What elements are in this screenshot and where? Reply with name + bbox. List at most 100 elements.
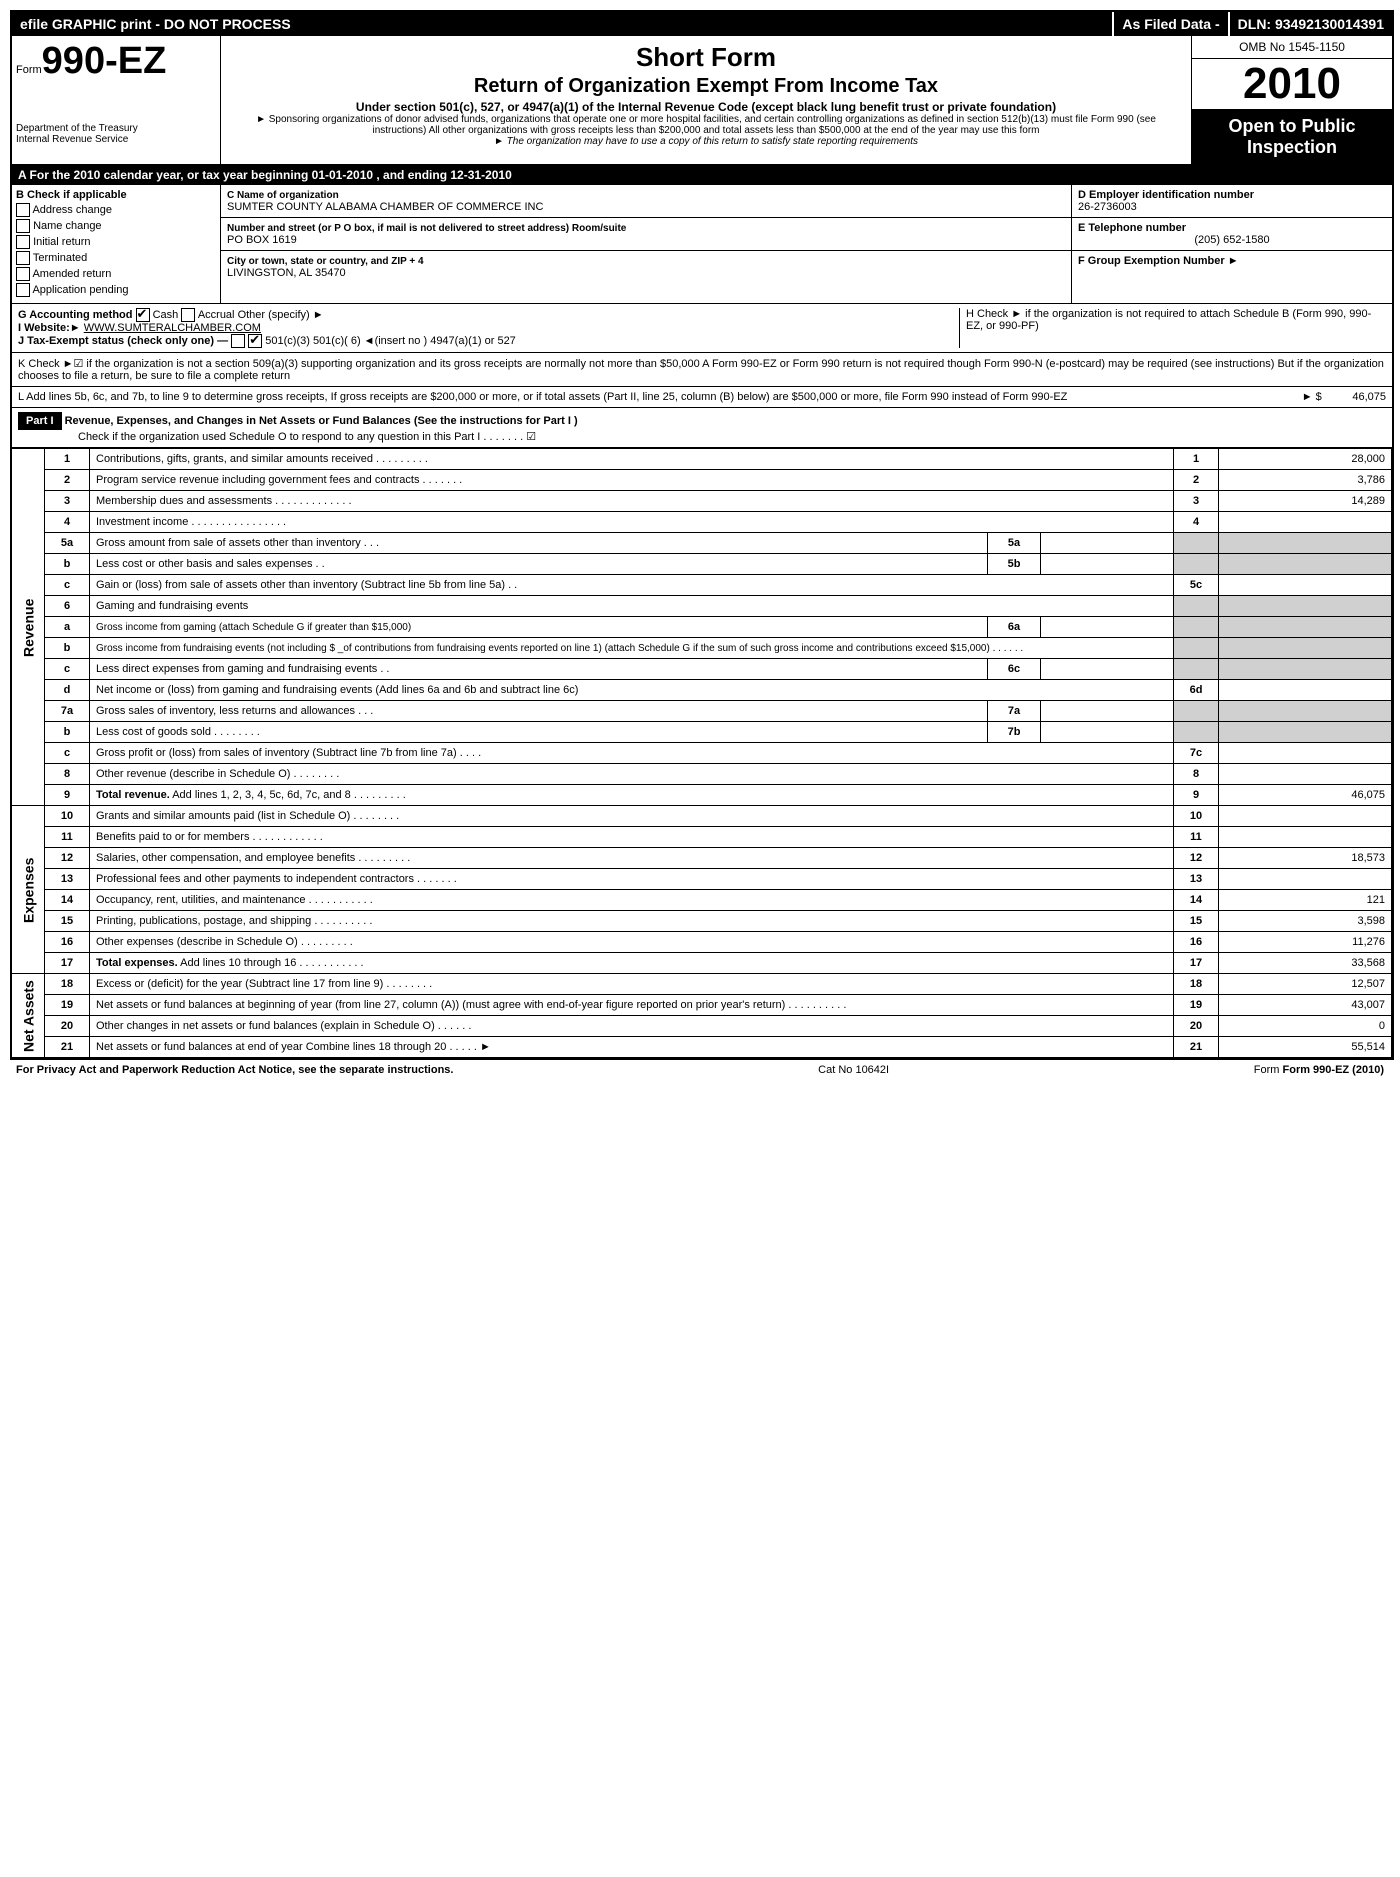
final-val — [1219, 743, 1392, 764]
line-num: 9 — [45, 785, 90, 806]
form-990ez: efile GRAPHIC print - DO NOT PROCESS As … — [10, 10, 1394, 1060]
sub-num: 5b — [988, 554, 1041, 575]
final-num-shaded — [1174, 722, 1219, 743]
line-row: 12Salaries, other compensation, and empl… — [12, 848, 1392, 869]
row-l: L Add lines 5b, 6c, and 7b, to line 9 to… — [12, 387, 1392, 408]
line-desc: Program service revenue including govern… — [90, 470, 1174, 491]
row-a: A For the 2010 calendar year, or tax yea… — [12, 165, 1392, 185]
top-left: efile GRAPHIC print - DO NOT PROCESS — [12, 12, 1112, 36]
top-bar: efile GRAPHIC print - DO NOT PROCESS As … — [12, 12, 1392, 36]
header-right: OMB No 1545-1150 2010 Open to Public Ins… — [1191, 36, 1392, 164]
line-row: 14Occupancy, rent, utilities, and mainte… — [12, 890, 1392, 911]
org-name: SUMTER COUNTY ALABAMA CHAMBER OF COMMERC… — [227, 201, 543, 213]
line-num: c — [45, 743, 90, 764]
line-desc: Total expenses. Add lines 10 through 16 … — [90, 953, 1174, 974]
line-desc: Gaming and fundraising events — [90, 596, 1174, 617]
final-num: 19 — [1174, 995, 1219, 1016]
lbl-accrual: Accrual — [198, 309, 235, 321]
final-val: 121 — [1219, 890, 1392, 911]
open-public: Open to Public Inspection — [1192, 110, 1392, 164]
c-name-label: C Name of organization — [227, 190, 339, 201]
final-num: 8 — [1174, 764, 1219, 785]
chk-pending[interactable] — [16, 283, 30, 297]
org-addr: PO BOX 1619 — [227, 234, 297, 246]
line-num: 15 — [45, 911, 90, 932]
sub-val — [1041, 722, 1174, 743]
org-city: LIVINGSTON, AL 35470 — [227, 267, 346, 279]
chk-address[interactable] — [16, 203, 30, 217]
l-amt-lbl: ► $ — [1302, 391, 1322, 403]
final-num: 18 — [1174, 974, 1219, 995]
chk-name[interactable] — [16, 219, 30, 233]
final-num: 9 — [1174, 785, 1219, 806]
line-row: 8Other revenue (describe in Schedule O) … — [12, 764, 1392, 785]
final-val: 33,568 — [1219, 953, 1392, 974]
final-num: 21 — [1174, 1037, 1219, 1058]
final-num: 20 — [1174, 1016, 1219, 1037]
website[interactable]: WWW.SUMTERALCHAMBER.COM — [84, 322, 261, 334]
final-num-shaded — [1174, 596, 1219, 617]
line-desc: Investment income . . . . . . . . . . . … — [90, 512, 1174, 533]
final-val: 12,507 — [1219, 974, 1392, 995]
chk-501c3[interactable] — [231, 334, 245, 348]
sub-val — [1041, 659, 1174, 680]
sub-val — [1041, 533, 1174, 554]
section-label: Revenue — [12, 449, 45, 806]
footer: For Privacy Act and Paperwork Reduction … — [10, 1060, 1390, 1080]
final-num: 7c — [1174, 743, 1219, 764]
chk-terminated[interactable] — [16, 251, 30, 265]
i-label: I Website:► — [18, 322, 81, 334]
final-num-shaded — [1174, 701, 1219, 722]
line-row: Net Assets18Excess or (deficit) for the … — [12, 974, 1392, 995]
c-city-label: City or town, state or country, and ZIP … — [227, 256, 424, 267]
final-val: 55,514 — [1219, 1037, 1392, 1058]
line-desc: Less cost or other basis and sales expen… — [90, 554, 988, 575]
lbl-terminated: Terminated — [33, 252, 87, 264]
chk-initial[interactable] — [16, 235, 30, 249]
line-num: c — [45, 659, 90, 680]
box-b: B Check if applicable Address change Nam… — [12, 185, 221, 303]
line-row: bLess cost or other basis and sales expe… — [12, 554, 1392, 575]
lbl-name: Name change — [33, 220, 102, 232]
box-def: D Employer identification number 26-2736… — [1072, 185, 1392, 303]
line-desc: Grants and similar amounts paid (list in… — [90, 806, 1174, 827]
final-val: 14,289 — [1219, 491, 1392, 512]
f-grp-label: F Group Exemption Number ► — [1078, 255, 1239, 267]
row-gij-h: G Accounting method Cash Accrual Other (… — [12, 304, 1392, 353]
l-text: L Add lines 5b, 6c, and 7b, to line 9 to… — [18, 391, 1067, 403]
line-num: d — [45, 680, 90, 701]
final-val-shaded — [1219, 659, 1392, 680]
chk-cash[interactable] — [136, 308, 150, 322]
line-desc: Gross income from fundraising events (no… — [90, 638, 1174, 659]
copy-note: ► The organization may have to use a cop… — [229, 136, 1183, 147]
sub-val — [1041, 554, 1174, 575]
final-num: 13 — [1174, 869, 1219, 890]
line-num: a — [45, 617, 90, 638]
chk-accrual[interactable] — [181, 308, 195, 322]
chk-501c[interactable] — [248, 334, 262, 348]
sub-val — [1041, 701, 1174, 722]
lbl-pending: Application pending — [32, 284, 128, 296]
part1-title: Revenue, Expenses, and Changes in Net As… — [65, 415, 578, 427]
final-val-shaded — [1219, 554, 1392, 575]
line-desc: Other expenses (describe in Schedule O) … — [90, 932, 1174, 953]
final-val — [1219, 869, 1392, 890]
line-desc: Other revenue (describe in Schedule O) .… — [90, 764, 1174, 785]
header-center: Short Form Return of Organization Exempt… — [221, 36, 1191, 164]
title: Return of Organization Exempt From Incom… — [229, 75, 1183, 98]
footer-form: Form 990-EZ (2010) — [1283, 1064, 1384, 1076]
line-num: 6 — [45, 596, 90, 617]
line-row: Expenses10Grants and similar amounts pai… — [12, 806, 1392, 827]
line-row: 20Other changes in net assets or fund ba… — [12, 1016, 1392, 1037]
j-opts: 501(c)(3) 501(c)( 6) ◄(insert no ) 4947(… — [265, 335, 516, 347]
line-desc: Excess or (deficit) for the year (Subtra… — [90, 974, 1174, 995]
line-row: 9Total revenue. Add lines 1, 2, 3, 4, 5c… — [12, 785, 1392, 806]
line-num: 3 — [45, 491, 90, 512]
form-prefix: Form — [16, 64, 42, 76]
tax-year: 2010 — [1192, 59, 1392, 110]
line-row: cGain or (loss) from sale of assets othe… — [12, 575, 1392, 596]
chk-amended[interactable] — [16, 267, 30, 281]
final-val — [1219, 575, 1392, 596]
final-num: 2 — [1174, 470, 1219, 491]
line-desc: Contributions, gifts, grants, and simila… — [90, 449, 1174, 470]
